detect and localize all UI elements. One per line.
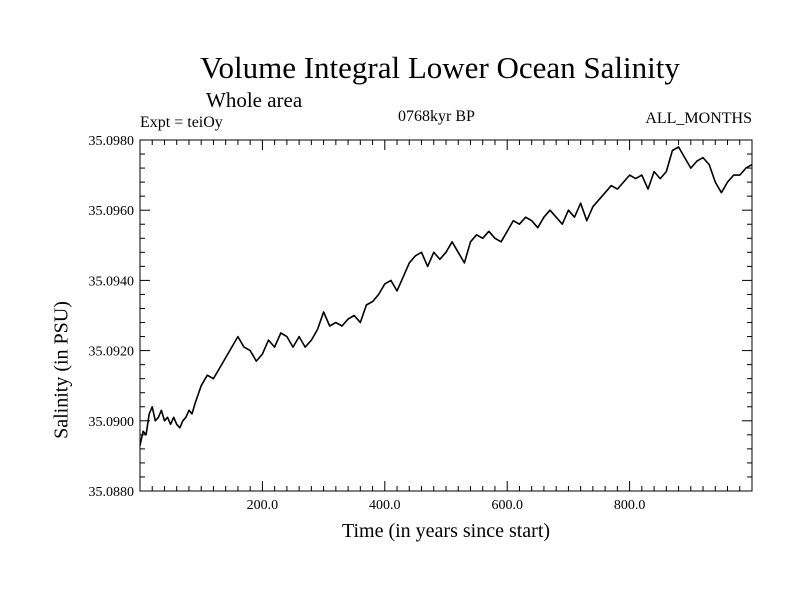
axis-ticks bbox=[140, 139, 752, 492]
experiment-annotation: Expt = teiOy bbox=[140, 114, 223, 131]
chart-title: Volume Integral Lower Ocean Salinity bbox=[200, 50, 680, 85]
y-tick-label: 35.0900 bbox=[89, 415, 135, 430]
y-tick-label: 35.0880 bbox=[89, 485, 135, 500]
y-tick-label: 35.0940 bbox=[89, 274, 135, 289]
x-tick-label: 800.0 bbox=[614, 498, 646, 513]
chart-subtitle: Whole area bbox=[206, 88, 303, 112]
salinity-series-line bbox=[139, 146, 753, 446]
x-tick-label: 400.0 bbox=[369, 498, 401, 513]
x-tick-label: 200.0 bbox=[247, 498, 279, 513]
y-tick-label: 35.0980 bbox=[89, 134, 135, 149]
x-tick-label: 600.0 bbox=[491, 498, 523, 513]
y-tick-label: 35.0960 bbox=[89, 204, 135, 219]
period-annotation: 0768kyr BP bbox=[398, 108, 475, 125]
y-tick-label: 35.0920 bbox=[89, 345, 135, 360]
x-axis-label: Time (in years since start) bbox=[341, 520, 551, 542]
plot-frame bbox=[139, 139, 753, 492]
months-annotation: ALL_MONTHS bbox=[645, 110, 752, 127]
axis-tick-labels: 200.0 400.0 600.0 800.0 35.0880 35.0900 35.092… bbox=[89, 134, 646, 513]
